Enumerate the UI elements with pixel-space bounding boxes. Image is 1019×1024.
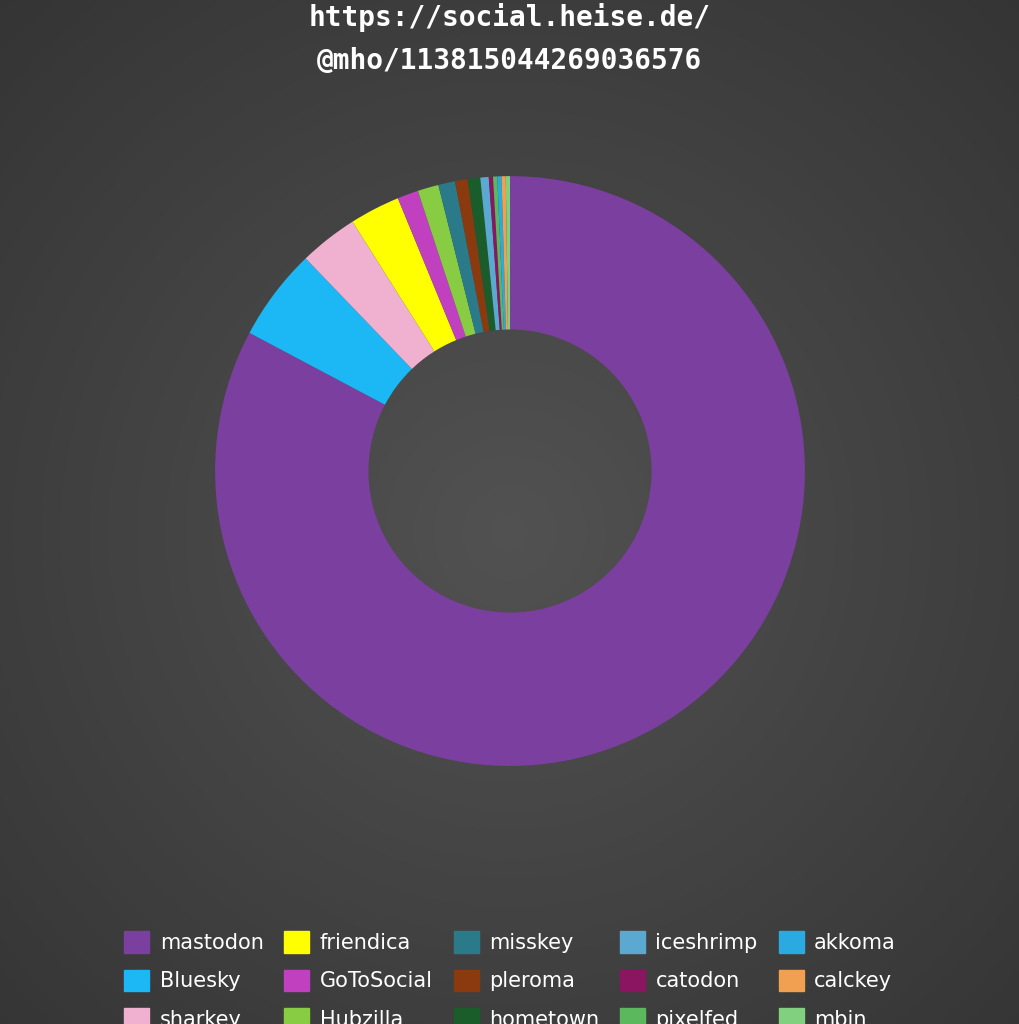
Circle shape bbox=[385, 408, 634, 657]
Circle shape bbox=[22, 43, 997, 1022]
Circle shape bbox=[70, 91, 949, 974]
Circle shape bbox=[280, 302, 739, 763]
Circle shape bbox=[165, 186, 854, 879]
Circle shape bbox=[0, 14, 1019, 1024]
Circle shape bbox=[42, 62, 977, 1002]
Circle shape bbox=[118, 139, 901, 926]
Circle shape bbox=[289, 311, 730, 754]
Circle shape bbox=[204, 225, 815, 840]
Circle shape bbox=[462, 484, 557, 581]
Circle shape bbox=[424, 446, 595, 618]
Circle shape bbox=[127, 148, 892, 916]
Circle shape bbox=[395, 418, 624, 648]
Circle shape bbox=[261, 283, 758, 782]
Circle shape bbox=[156, 177, 863, 888]
Wedge shape bbox=[480, 177, 499, 330]
Circle shape bbox=[414, 436, 605, 629]
Circle shape bbox=[90, 111, 930, 954]
Wedge shape bbox=[353, 199, 455, 351]
Circle shape bbox=[51, 72, 968, 993]
Legend: mastodon, Bluesky, sharkey, friendica, GoToSocial, Hubzilla, misskey, pleroma, h: mastodon, Bluesky, sharkey, friendica, G… bbox=[103, 910, 916, 1024]
Wedge shape bbox=[467, 177, 495, 331]
Wedge shape bbox=[438, 181, 483, 334]
Wedge shape bbox=[501, 176, 507, 330]
Circle shape bbox=[252, 273, 767, 792]
Wedge shape bbox=[397, 190, 466, 340]
Circle shape bbox=[223, 245, 796, 820]
Wedge shape bbox=[488, 176, 501, 330]
Circle shape bbox=[213, 234, 806, 830]
Circle shape bbox=[442, 465, 577, 600]
Wedge shape bbox=[215, 176, 804, 766]
Circle shape bbox=[175, 197, 844, 868]
Wedge shape bbox=[492, 176, 503, 330]
Circle shape bbox=[232, 254, 787, 811]
Circle shape bbox=[319, 340, 701, 725]
Circle shape bbox=[137, 158, 882, 907]
Circle shape bbox=[347, 370, 672, 695]
Circle shape bbox=[184, 206, 835, 859]
Wedge shape bbox=[496, 176, 505, 330]
Circle shape bbox=[79, 100, 940, 965]
Circle shape bbox=[3, 24, 1016, 1024]
Circle shape bbox=[60, 81, 959, 984]
Circle shape bbox=[366, 388, 653, 677]
Wedge shape bbox=[505, 176, 510, 330]
Wedge shape bbox=[250, 258, 412, 404]
Circle shape bbox=[13, 33, 1007, 1024]
Circle shape bbox=[500, 523, 519, 542]
Circle shape bbox=[271, 293, 748, 772]
Circle shape bbox=[405, 427, 614, 638]
Title: 433 Boosts from 153 Instances for
https://social.heise.de/
@mho/1138150442690365: 433 Boosts from 153 Instances for https:… bbox=[233, 0, 786, 75]
Circle shape bbox=[309, 331, 710, 734]
Wedge shape bbox=[306, 221, 434, 369]
Circle shape bbox=[328, 350, 691, 715]
Circle shape bbox=[99, 120, 920, 945]
Circle shape bbox=[32, 52, 987, 1013]
Circle shape bbox=[471, 495, 548, 571]
Circle shape bbox=[147, 168, 872, 897]
Circle shape bbox=[357, 379, 662, 686]
Circle shape bbox=[300, 322, 719, 743]
Circle shape bbox=[433, 456, 586, 609]
Circle shape bbox=[108, 129, 911, 936]
Circle shape bbox=[195, 216, 824, 849]
Circle shape bbox=[452, 475, 567, 590]
Circle shape bbox=[490, 513, 529, 552]
Wedge shape bbox=[454, 179, 489, 332]
Circle shape bbox=[481, 504, 538, 561]
Circle shape bbox=[0, 4, 1019, 1024]
Wedge shape bbox=[418, 185, 475, 337]
Circle shape bbox=[376, 398, 643, 667]
Circle shape bbox=[243, 264, 777, 801]
Circle shape bbox=[337, 359, 682, 706]
